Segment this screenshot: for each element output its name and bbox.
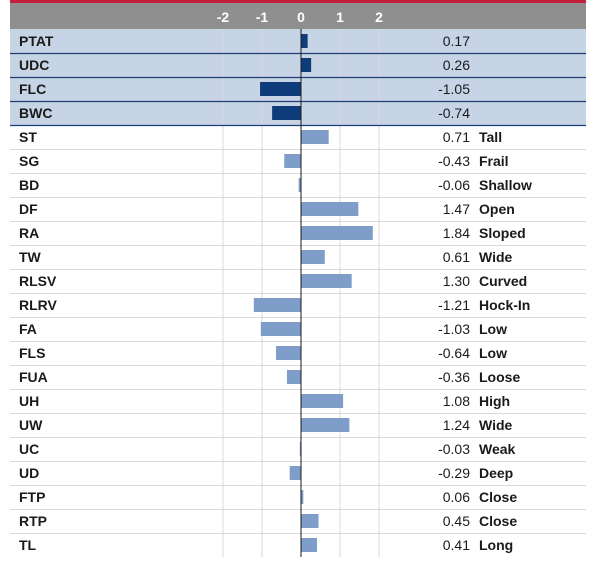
value-label: 0.26 [443,57,470,73]
value-label: 0.06 [443,489,470,505]
descriptor-label: Close [479,513,517,529]
bar-flc [260,82,301,96]
value-label: 0.17 [443,33,470,49]
trait-label: BD [19,177,39,193]
trait-label: UH [19,393,39,409]
bar-sg [284,154,301,168]
descriptor-label: Long [479,537,513,553]
trait-label: UC [19,441,39,457]
bar-rlsv [301,274,352,288]
x-tick-label: -2 [217,9,230,25]
value-label: 1.84 [443,225,470,241]
descriptor-label: Sloped [479,225,526,241]
value-label: -1.05 [438,81,470,97]
trait-label: FA [19,321,37,337]
descriptor-label: Close [479,489,517,505]
bar-st [301,130,329,144]
descriptor-label: Deep [479,465,513,481]
descriptor-label: Low [479,321,507,337]
bar-uw [301,418,350,432]
top-accent-rule [10,0,586,3]
trait-label: FUA [19,369,48,385]
x-tick-label: 2 [375,9,383,25]
trait-label: PTAT [19,33,54,49]
bar-tw [301,250,325,264]
descriptor-label: Open [479,201,515,217]
descriptor-label: Wide [479,249,513,265]
axis-header-band [10,3,586,29]
trait-label: FTP [19,489,45,505]
bar-uh [301,394,344,408]
descriptor-label: Loose [479,369,520,385]
x-tick-label: 1 [336,9,344,25]
bar-bd [298,178,301,192]
value-label: -1.03 [438,321,470,337]
trait-label: RTP [19,513,47,529]
descriptor-label: Shallow [479,177,532,193]
value-label: 0.45 [443,513,470,529]
value-label: -0.74 [438,105,470,121]
trait-label: FLS [19,345,45,361]
value-label: 0.61 [443,249,470,265]
trait-label: SG [19,153,39,169]
value-label: -0.06 [438,177,470,193]
value-label: 1.24 [443,417,470,433]
value-label: -0.64 [438,345,470,361]
bar-rtp [301,514,319,528]
value-label: 0.41 [443,537,470,553]
bar-uc [299,442,301,456]
value-label: -0.29 [438,465,470,481]
bar-ud [289,466,301,480]
trait-label: TL [19,537,37,553]
value-label: 1.47 [443,201,470,217]
descriptor-label: Hock-In [479,297,530,313]
trait-label: TW [19,249,42,265]
bar-udc [301,58,312,72]
descriptor-label: Curved [479,273,527,289]
bar-bwc [272,106,301,120]
trait-label: UDC [19,57,49,73]
trait-label: UW [19,417,43,433]
x-tick-label: 0 [297,9,305,25]
bar-fls [276,346,301,360]
descriptor-label: High [479,393,510,409]
descriptor-label: Wide [479,417,513,433]
bar-ptat [301,34,308,48]
trait-label: FLC [19,81,46,97]
value-label: -0.03 [438,441,470,457]
descriptor-label: Frail [479,153,509,169]
bar-tl [301,538,317,552]
value-label: -1.21 [438,297,470,313]
value-label: -0.36 [438,369,470,385]
descriptor-label: Tall [479,129,502,145]
trait-label: RLSV [19,273,57,289]
bar-fa [260,322,301,336]
value-label: 0.71 [443,129,470,145]
bar-df [301,202,359,216]
trait-label: DF [19,201,38,217]
trait-label: ST [19,129,37,145]
value-label: -0.43 [438,153,470,169]
bar-ftp [301,490,304,504]
bar-fua [286,370,301,384]
trait-label: RLRV [19,297,58,313]
descriptor-label: Weak [479,441,516,457]
value-label: 1.30 [443,273,470,289]
value-label: 1.08 [443,393,470,409]
trait-label: RA [19,225,39,241]
bar-rlrv [253,298,301,312]
descriptor-label: Low [479,345,507,361]
highlight-row-bg [10,29,586,53]
x-tick-label: -1 [256,9,269,25]
bar-ra [301,226,373,240]
trait-label: BWC [19,105,52,121]
trait-label: UD [19,465,39,481]
highlight-row-bg [10,53,586,77]
